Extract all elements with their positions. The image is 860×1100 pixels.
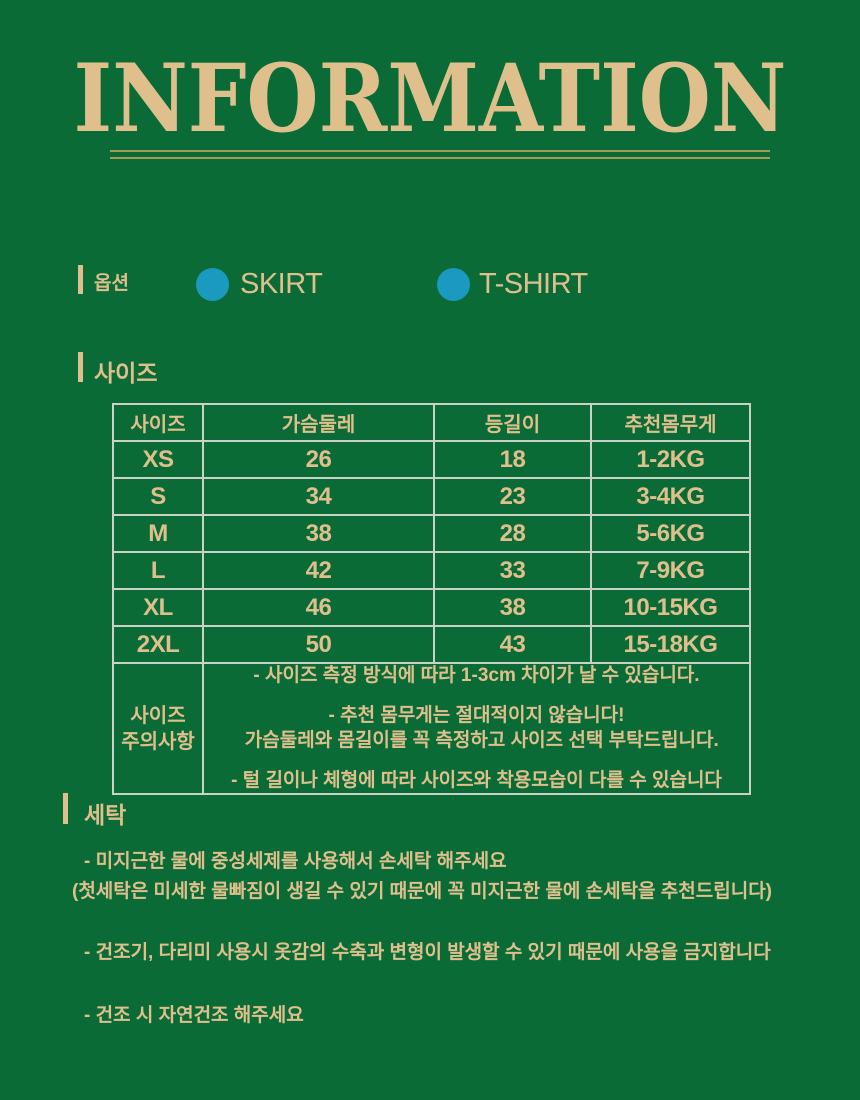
- size-table-header: 등길이: [433, 403, 592, 442]
- size-note: - 추천 몸무게는 절대적이지 않습니다! 가슴둘레와 몸길이를 꼭 측정하고 …: [244, 705, 719, 751]
- table-cell: 5-6KG: [590, 514, 751, 553]
- size-note: - 사이즈 측정 방식에 따라 1-3cm 차이가 날 수 있습니다.: [253, 665, 700, 686]
- table-cell: XS: [112, 440, 204, 479]
- washing-instruction: - 미지근한 물에 중성세제를 사용해서 손세탁 해주세요: [84, 851, 507, 872]
- table-cell: 33: [433, 551, 592, 590]
- table-cell: 7-9KG: [590, 551, 751, 590]
- table-cell: 1-2KG: [590, 440, 751, 479]
- table-cell: M: [112, 514, 204, 553]
- page-title: INFORMATION: [73, 44, 787, 154]
- size-table-header: 사이즈: [112, 403, 204, 442]
- washing-instruction: - 건조기, 다리미 사용시 옷감의 수축과 변형이 발생할 수 있기 때문에 …: [84, 942, 771, 963]
- table-row: M 38 28 5-6KG: [112, 514, 751, 553]
- size-section-heading: 사이즈: [94, 360, 158, 386]
- table-row: S 34 23 3-4KG: [112, 477, 751, 516]
- table-cell: S: [112, 477, 204, 516]
- size-note: - 털 길이나 체형에 따라 사이즈와 착용모습이 다를 수 있습니다: [231, 769, 722, 791]
- table-cell: 23: [433, 477, 592, 516]
- table-cell: 3-4KG: [590, 477, 751, 516]
- table-cell: 15-18KG: [590, 625, 751, 664]
- table-cell: XL: [112, 588, 204, 627]
- table-row: 2XL 50 43 15-18KG: [112, 625, 751, 664]
- size-table-header: 가슴둘레: [202, 403, 435, 442]
- table-cell: 26: [202, 440, 435, 479]
- table-row: XL 46 38 10-15KG: [112, 588, 751, 627]
- washing-instruction: (첫세탁은 미세한 물빠짐이 생길 수 있기 때문에 꼭 미지근한 물에 손세탁…: [72, 881, 773, 902]
- washing-section-heading: 세탁: [84, 802, 127, 828]
- option-dot-icon: [196, 268, 229, 301]
- table-cell: 38: [433, 588, 592, 627]
- table-cell: 28: [433, 514, 592, 553]
- size-table-header: 추천몸무게: [590, 403, 751, 442]
- table-cell: 38: [202, 514, 435, 553]
- table-cell: L: [112, 551, 204, 590]
- table-cell: 34: [202, 477, 435, 516]
- options-section-bar: [78, 265, 83, 294]
- table-cell: 2XL: [112, 625, 204, 664]
- option-tshirt-label: T-SHIRT: [479, 268, 588, 300]
- table-cell: 46: [202, 588, 435, 627]
- options-section-heading: 옵션: [94, 273, 129, 294]
- table-cell: 42: [202, 551, 435, 590]
- option-skirt-label: SKIRT: [240, 268, 323, 300]
- size-notes-cell: - 사이즈 측정 방식에 따라 1-3cm 차이가 날 수 있습니다. - 추천…: [202, 661, 751, 796]
- washing-instruction: - 건조 시 자연건조 해주세요: [84, 1005, 304, 1026]
- size-section-bar: [78, 352, 83, 382]
- table-cell: 10-15KG: [590, 588, 751, 627]
- size-notes-row: 사이즈 주의사항 - 사이즈 측정 방식에 따라 1-3cm 차이가 날 수 있…: [112, 661, 751, 796]
- table-cell: 43: [433, 625, 592, 664]
- table-cell: 50: [202, 625, 435, 664]
- table-row: XS 26 18 1-2KG: [112, 440, 751, 479]
- size-table: 사이즈 가슴둘레 등길이 추천몸무게 XS 26 18 1-2KG S 34 2…: [112, 403, 751, 796]
- size-table-header-row: 사이즈 가슴둘레 등길이 추천몸무게: [112, 403, 751, 442]
- size-notes-label: 사이즈 주의사항: [112, 661, 204, 796]
- table-row: L 42 33 7-9KG: [112, 551, 751, 590]
- option-dot-icon: [437, 268, 470, 301]
- washing-section-bar: [63, 793, 68, 824]
- table-cell: 18: [433, 440, 592, 479]
- title-divider: [110, 150, 770, 159]
